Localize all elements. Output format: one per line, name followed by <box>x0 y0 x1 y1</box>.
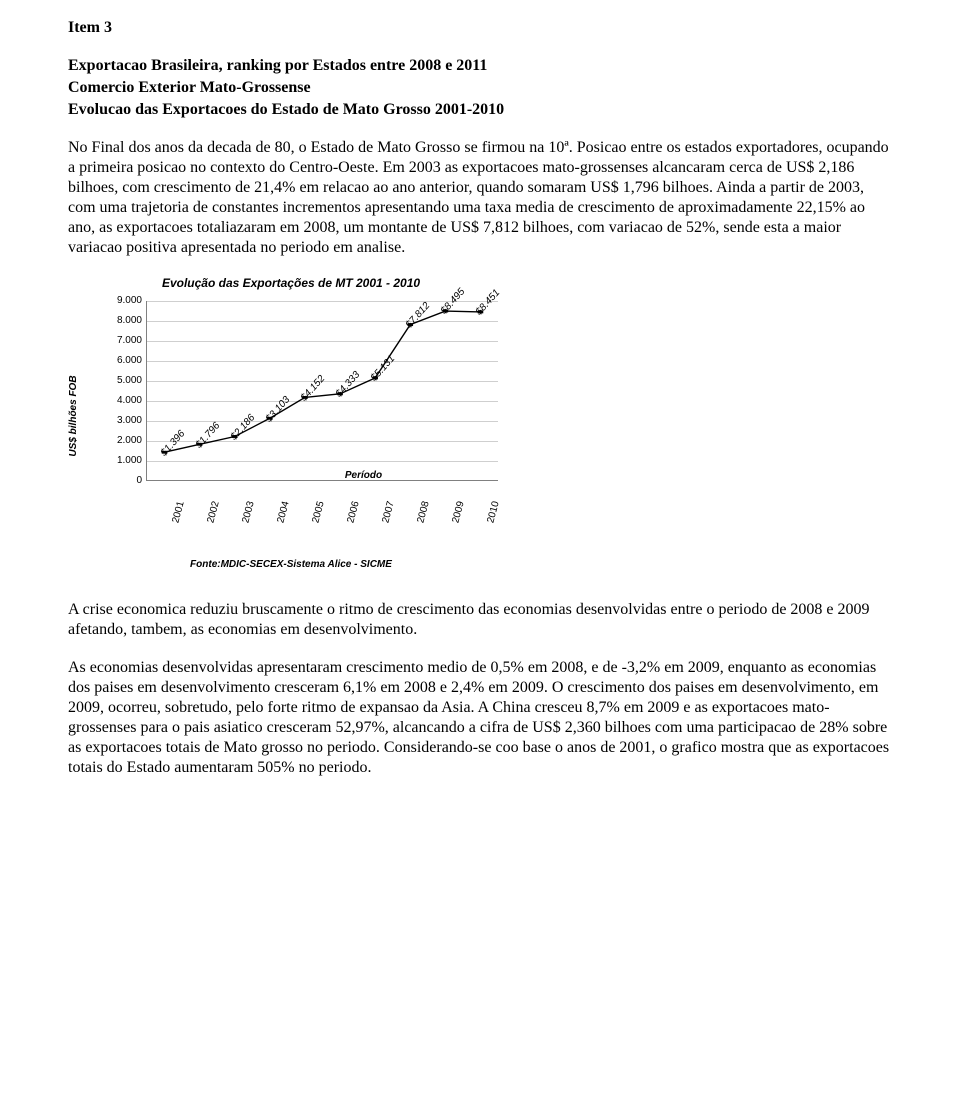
subheading-a: Exportacao Brasileira, ranking por Estad… <box>68 56 892 76</box>
chart-ytick-label: 4.000 <box>76 395 142 408</box>
chart-xtick-label: 2007 <box>381 500 399 525</box>
chart-ytick-label: 5.000 <box>76 375 142 388</box>
paragraph-3: As economias desenvolvidas apresentaram … <box>68 658 892 778</box>
chart-xtick-label: 2009 <box>451 500 469 525</box>
chart-ytick-label: 9.000 <box>76 295 142 308</box>
chart-ytick-label: 8.000 <box>76 315 142 328</box>
paragraph-2: A crise economica reduziu bruscamente o … <box>68 600 892 640</box>
chart-xtick-label: 2005 <box>310 500 328 525</box>
exportacoes-chart: Evolução das Exportações de MT 2001 - 20… <box>76 276 506 572</box>
subheading-c: Evolucao das Exportacoes do Estado de Ma… <box>68 100 892 120</box>
chart-title: Evolução das Exportações de MT 2001 - 20… <box>76 276 506 291</box>
chart-ytick-label: 0 <box>76 475 142 488</box>
chart-ytick-label: 1.000 <box>76 455 142 468</box>
subheadings: Exportacao Brasileira, ranking por Estad… <box>68 56 892 120</box>
chart-xtick-label: 2002 <box>205 500 223 525</box>
subheading-b: Comercio Exterior Mato-Grossense <box>68 78 892 98</box>
chart-source: Fonte:MDIC-SECEX-Sistema Alice - SICME <box>76 559 506 572</box>
chart-xtick-label: 2010 <box>486 500 504 525</box>
chart-body: US$ bilhões FOB Período $1.396$1.796$2.1… <box>76 301 506 531</box>
chart-line-svg <box>147 301 498 480</box>
chart-ytick-label: 3.000 <box>76 415 142 428</box>
chart-xtick-label: 2008 <box>416 500 434 525</box>
paragraph-1: No Final dos anos da decada de 80, o Est… <box>68 138 892 258</box>
chart-ytick-label: 6.000 <box>76 355 142 368</box>
chart-xtick-label: 2004 <box>275 500 293 525</box>
chart-xtick-label: 2003 <box>240 500 258 525</box>
chart-ytick-label: 7.000 <box>76 335 142 348</box>
item-heading: Item 3 <box>68 18 892 38</box>
chart-plot-area: Período $1.396$1.796$2.186$3.103$4.152$4… <box>146 301 498 481</box>
chart-xtick-label: 2006 <box>345 500 363 525</box>
chart-ytick-label: 2.000 <box>76 435 142 448</box>
chart-xtick-label: 2001 <box>170 500 188 525</box>
